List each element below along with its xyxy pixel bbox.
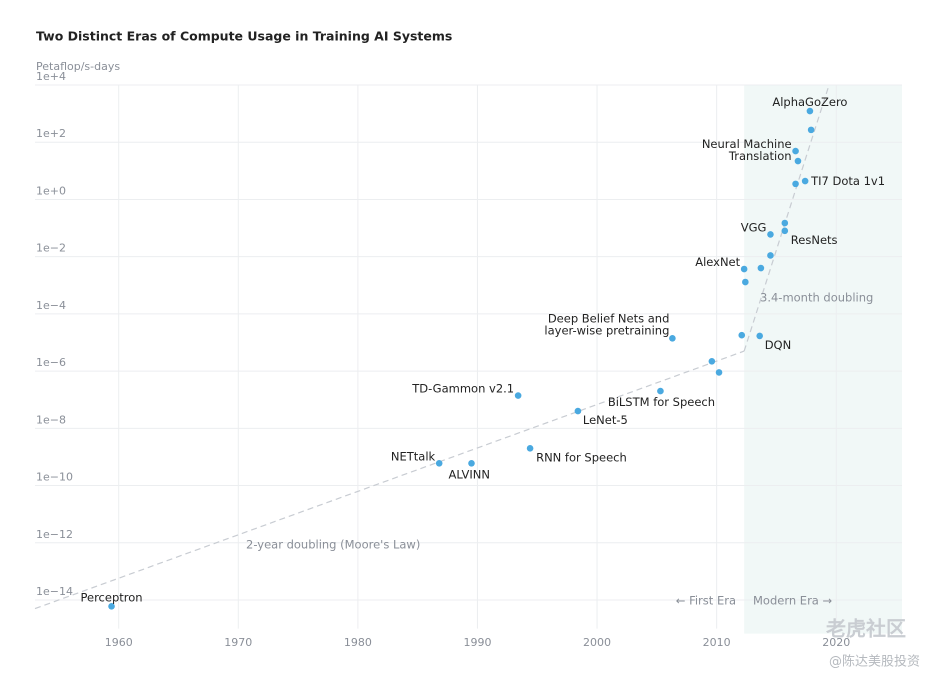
x-tick-label: 2020 xyxy=(822,636,850,649)
point-label: Perceptron xyxy=(80,590,142,604)
point xyxy=(514,392,522,399)
point xyxy=(781,219,789,227)
point xyxy=(756,332,763,340)
point xyxy=(794,157,802,165)
trend-line xyxy=(743,84,830,352)
point-label: TD-Gammon v2.1 xyxy=(411,381,514,395)
point xyxy=(801,177,809,185)
point-label-line: NETtalk xyxy=(391,449,436,463)
annotation: 2-year doubling (Moore's Law) xyxy=(246,538,420,552)
x-tick-label: 1980 xyxy=(344,636,372,649)
point-label: DQN xyxy=(765,337,792,351)
point-label-line: VGG xyxy=(741,220,767,234)
point xyxy=(767,231,774,238)
point-label-line: AlexNet xyxy=(695,255,740,269)
point-label-line: layer-wise pretraining xyxy=(544,323,669,337)
y-tick-label: 1e−10 xyxy=(36,471,73,484)
point-label-line: Deep Belief Nets and xyxy=(548,311,670,325)
point xyxy=(757,264,765,272)
point-label: Neural Machine Translation xyxy=(702,137,792,163)
point xyxy=(108,603,115,610)
point xyxy=(806,107,814,115)
y-tick-label: 1e−4 xyxy=(36,299,66,312)
point xyxy=(669,335,676,342)
point xyxy=(574,407,582,415)
x-tick-label: 2010 xyxy=(703,636,731,649)
point-label: BiLSTM for Speech xyxy=(608,395,715,409)
point-label: ALVINN xyxy=(448,467,489,481)
x-tick-label: 1990 xyxy=(463,636,491,649)
x-tick-label: 1960 xyxy=(105,636,133,649)
point-label-line: BiLSTM for Speech xyxy=(608,395,715,409)
point-label: AlexNet xyxy=(695,255,740,269)
point-label: VGG xyxy=(741,220,767,234)
watermark: @陈达美股投资 xyxy=(829,654,920,670)
point xyxy=(781,227,789,235)
point-label: Deep Belief Nets and layer-wise pretraini… xyxy=(544,311,669,337)
x-tick-label: 1970 xyxy=(224,636,252,649)
point xyxy=(435,459,443,467)
annotation: 3.4-month doubling xyxy=(760,291,873,305)
y-tick-label: 1e+4 xyxy=(36,70,66,83)
point-label: LeNet-5 xyxy=(583,413,628,427)
point xyxy=(792,147,799,155)
point xyxy=(742,278,749,286)
y-tick-label: 1e+0 xyxy=(36,184,66,197)
y-tick-label: 1e−8 xyxy=(36,413,66,426)
watermark: 老虎社区 xyxy=(826,617,906,641)
trend-line xyxy=(34,350,745,610)
point xyxy=(767,252,774,259)
point xyxy=(468,459,475,467)
y-axis-label: Petaflop/s-days xyxy=(36,60,120,73)
chart-title: Two Distinct Eras of Compute Usage in Tr… xyxy=(36,29,452,44)
point-label: ResNets xyxy=(791,232,838,246)
y-tick-label: 1e−12 xyxy=(36,528,73,541)
y-tick-label: 1e−14 xyxy=(36,585,73,598)
point xyxy=(740,265,748,273)
annotation: Modern Era → xyxy=(753,594,832,608)
point-label-line: ALVINN xyxy=(448,467,489,481)
point xyxy=(657,387,664,395)
point-label: TI7 Dota 1v1 xyxy=(810,174,885,188)
point-label-line: TD-Gammon v2.1 xyxy=(411,381,514,395)
y-tick-label: 1e−6 xyxy=(36,356,66,369)
modern-era-region xyxy=(744,85,902,634)
point-label-line: AlphaGoZero xyxy=(772,95,847,109)
point-label-line: Neural Machine xyxy=(702,137,792,151)
y-tick-label: 1e+2 xyxy=(36,127,66,140)
point-label-line: Perceptron xyxy=(80,590,142,604)
point-label-line: DQN xyxy=(765,337,792,351)
point-label: NETtalk xyxy=(391,449,436,463)
point-label-line: ResNets xyxy=(791,232,838,246)
point-label-line: RNN for Speech xyxy=(536,450,627,464)
point xyxy=(708,358,716,365)
point xyxy=(792,180,799,188)
point-label-line: Translation xyxy=(728,149,792,163)
x-tick-label: 2000 xyxy=(583,636,611,649)
point xyxy=(526,445,534,452)
point xyxy=(807,126,815,134)
point xyxy=(738,331,746,339)
point-label-line: TI7 Dota 1v1 xyxy=(810,174,885,188)
point-label: RNN for Speech xyxy=(536,450,627,464)
point-label-line: LeNet-5 xyxy=(583,413,628,427)
point-label: AlphaGoZero xyxy=(772,95,847,109)
y-tick-label: 1e−2 xyxy=(36,242,66,255)
annotation: ← First Era xyxy=(676,594,736,608)
point xyxy=(715,369,723,376)
